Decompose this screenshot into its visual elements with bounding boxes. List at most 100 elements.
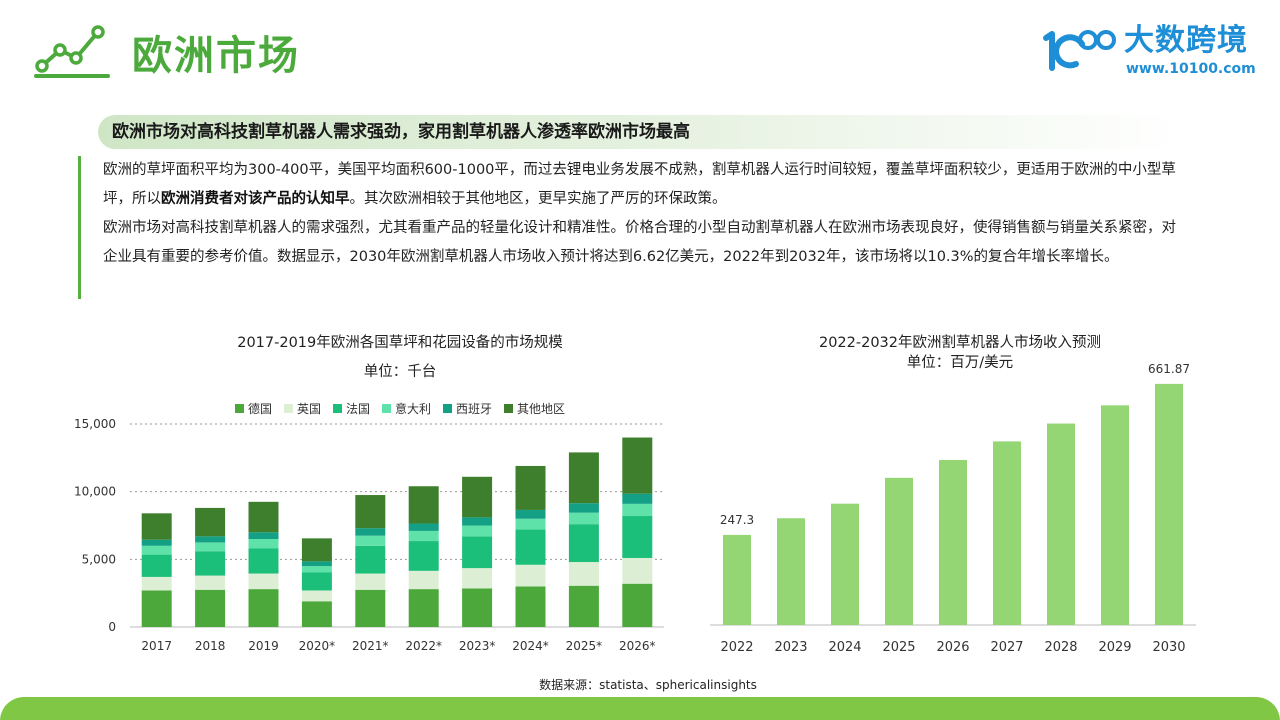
- left-bar-segment: [568, 562, 599, 586]
- right-x-tick-label: 2027: [990, 640, 1023, 655]
- left-bar-segment: [515, 509, 546, 519]
- right-bar: [939, 459, 967, 625]
- left-bar-segment: [622, 493, 653, 504]
- legend-swatch: [234, 404, 244, 413]
- logo-url: www.10100.com: [1126, 61, 1256, 77]
- left-x-tick-label: 2019: [248, 639, 279, 653]
- left-bar-segment: [355, 573, 386, 590]
- left-x-tick-label: 2025*: [566, 639, 603, 653]
- section-subheading: 欧洲市场对高科技割草机器人需求强劲，家用割草机器人渗透率欧洲市场最高: [98, 115, 1180, 149]
- brand-logo: 大数跨境 www.10100.com: [1040, 20, 1260, 82]
- legend-swatch: [443, 404, 453, 413]
- left-x-tick-label: 2023*: [459, 639, 496, 653]
- right-x-tick-label: 2024: [828, 640, 861, 655]
- left-y-tick-label: 0: [108, 620, 116, 634]
- left-bar-segment: [462, 517, 493, 526]
- left-bar-segment: [141, 590, 172, 627]
- left-bar-segment: [248, 532, 279, 540]
- legend-swatch: [283, 404, 293, 413]
- left-bar-segment: [515, 586, 546, 627]
- paragraph-1-highlight: 欧洲消费者对该产品的认知早: [161, 191, 350, 207]
- left-bar-segment: [248, 548, 279, 574]
- left-bar-segment: [195, 575, 226, 590]
- legend-item: 法国: [332, 400, 370, 417]
- left-bar-segment: [462, 588, 493, 627]
- left-bar-segment: [248, 589, 279, 627]
- left-bar-segment: [141, 554, 172, 577]
- logo-mark-icon: [1043, 30, 1116, 71]
- page-title: 欧洲市场: [132, 33, 300, 79]
- left-bar-segment: [301, 572, 332, 591]
- right-x-tick-label: 2026: [936, 640, 969, 655]
- left-x-tick-label: 2022*: [405, 639, 442, 653]
- right-bar: [1155, 383, 1183, 625]
- left-bar-segment: [301, 590, 332, 602]
- legend-label: 法国: [345, 402, 370, 416]
- left-bar-segment: [355, 589, 386, 627]
- left-bar-segment: [248, 539, 279, 549]
- left-x-tick-label: 2020*: [299, 639, 336, 653]
- left-bar-segment: [301, 566, 332, 573]
- legend-item: 英国: [283, 400, 321, 417]
- legend-swatch: [504, 404, 514, 413]
- left-bar-segment: [622, 557, 653, 584]
- left-y-tick-label: 10,000: [74, 485, 116, 499]
- right-bar: [723, 534, 751, 625]
- left-bar-segment: [408, 570, 439, 590]
- left-bar-segment: [355, 535, 386, 546]
- legend-label: 意大利: [395, 402, 432, 416]
- left-y-tick-label: 5,000: [82, 552, 116, 566]
- left-bar-segment: [408, 486, 439, 524]
- right-x-tick-label: 2029: [1098, 640, 1131, 655]
- paragraph-1: 欧洲的草坪面积平均为300-400平，美国平均面积600-1000平，而过去锂电…: [103, 156, 1182, 214]
- right-bar: [885, 477, 913, 625]
- left-chart-title: 2017-2019年欧洲各国草坪和花园设备的市场规模: [237, 335, 563, 351]
- line-chart-icon: [34, 25, 110, 78]
- left-bar-segment: [195, 589, 226, 627]
- paragraph-1-pre: 欧洲的草坪面积平均为300-400平，美国平均面积600-1000平，而过去锂电…: [103, 162, 1176, 207]
- left-bar-segment: [408, 530, 439, 542]
- right-bar: [1047, 423, 1075, 625]
- left-bar-segment: [622, 437, 653, 494]
- legend-label: 其他地区: [517, 402, 566, 416]
- left-x-tick-label: 2018: [195, 639, 226, 653]
- left-bar-segment: [301, 601, 332, 627]
- left-bar-segment: [462, 536, 493, 569]
- right-x-tick-label: 2022: [720, 640, 753, 655]
- left-bar-segment: [622, 503, 653, 517]
- left-x-tick-label: 2021*: [352, 639, 389, 653]
- left-bar-segment: [301, 561, 332, 567]
- legend-label: 英国: [296, 402, 321, 416]
- left-bar-segment: [462, 476, 493, 518]
- left-bar-segment: [355, 495, 386, 529]
- legend-swatch: [382, 404, 391, 413]
- legend-item: 西班牙: [443, 400, 492, 417]
- left-bar-segment: [462, 568, 493, 589]
- bottom-band: [0, 697, 1280, 720]
- right-chart-title: 2022-2032年欧洲割草机器人市场收入预测: [818, 335, 1102, 351]
- left-y-tick-label: 15,000: [74, 417, 116, 431]
- right-chart-unit: 单位：百万/美元: [906, 355, 1014, 371]
- left-x-tick-label: 2026*: [619, 639, 656, 653]
- legend-label: 西班牙: [456, 402, 493, 416]
- left-bar-segment: [568, 524, 599, 563]
- left-bar-segment: [141, 545, 172, 555]
- left-bar-segment: [248, 573, 279, 590]
- right-bar-data-label: 661.87: [1148, 362, 1190, 376]
- left-bar-segment: [195, 542, 226, 552]
- left-bar-segment: [515, 465, 546, 510]
- left-bar-segment: [462, 525, 493, 537]
- left-bar-segment: [622, 516, 653, 558]
- left-bar-segment: [568, 512, 599, 525]
- legend-item: 其他地区: [504, 400, 565, 417]
- right-bar: [1101, 405, 1129, 625]
- left-bar-segment: [568, 503, 599, 513]
- right-x-tick-label: 2030: [1152, 640, 1185, 655]
- left-chart-unit: 单位：千台: [363, 364, 437, 380]
- left-bar-segment: [568, 452, 599, 504]
- left-bar-segment: [355, 528, 386, 536]
- legend-swatch: [332, 404, 342, 413]
- right-bar-data-label: 247.3: [720, 513, 754, 527]
- left-bar-segment: [195, 536, 226, 543]
